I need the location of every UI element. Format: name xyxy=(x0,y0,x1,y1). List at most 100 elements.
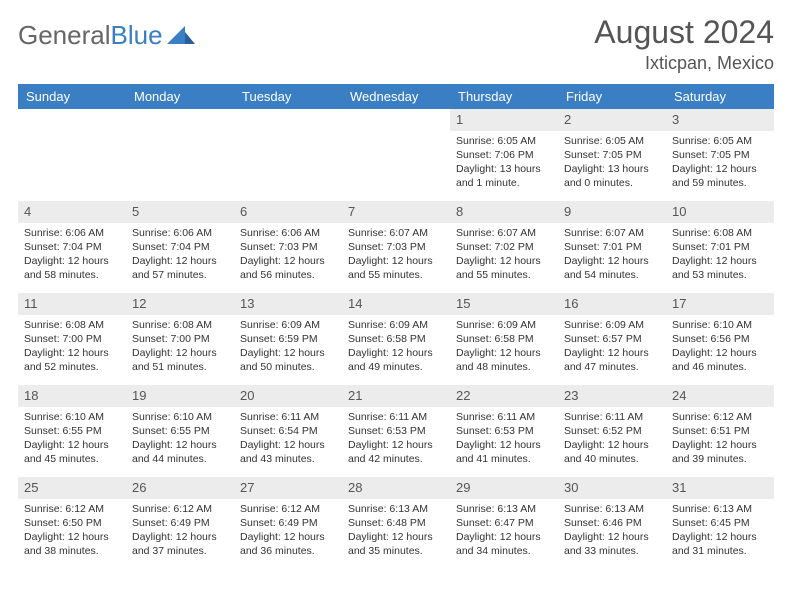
daylight-text: Daylight: 12 hours and 55 minutes. xyxy=(348,254,444,282)
calendar-day-cell: 18Sunrise: 6:10 AMSunset: 6:55 PMDayligh… xyxy=(18,385,126,477)
sunset-text: Sunset: 6:45 PM xyxy=(672,516,768,530)
sunset-text: Sunset: 6:49 PM xyxy=(132,516,228,530)
sunset-text: Sunset: 6:52 PM xyxy=(564,424,660,438)
day-details: Sunrise: 6:06 AMSunset: 7:04 PMDaylight:… xyxy=(18,223,126,287)
daylight-text: Daylight: 12 hours and 37 minutes. xyxy=(132,530,228,558)
sunrise-text: Sunrise: 6:06 AM xyxy=(240,226,336,240)
sunset-text: Sunset: 7:00 PM xyxy=(132,332,228,346)
sunset-text: Sunset: 7:00 PM xyxy=(24,332,120,346)
daylight-text: Daylight: 13 hours and 0 minutes. xyxy=(564,162,660,190)
sunset-text: Sunset: 7:05 PM xyxy=(564,148,660,162)
sunset-text: Sunset: 6:58 PM xyxy=(348,332,444,346)
sunrise-text: Sunrise: 6:11 AM xyxy=(564,410,660,424)
sunset-text: Sunset: 6:55 PM xyxy=(24,424,120,438)
daylight-text: Daylight: 12 hours and 33 minutes. xyxy=(564,530,660,558)
calendar-week-row: 18Sunrise: 6:10 AMSunset: 6:55 PMDayligh… xyxy=(18,385,774,477)
day-number: 14 xyxy=(342,293,450,315)
day-number: 3 xyxy=(666,109,774,131)
daylight-text: Daylight: 12 hours and 39 minutes. xyxy=(672,438,768,466)
day-number: 23 xyxy=(558,385,666,407)
day-number: 20 xyxy=(234,385,342,407)
calendar-day-cell: 6Sunrise: 6:06 AMSunset: 7:03 PMDaylight… xyxy=(234,201,342,293)
day-header-sunday: Sunday xyxy=(18,84,126,109)
sunrise-text: Sunrise: 6:09 AM xyxy=(456,318,552,332)
calendar-day-cell: 21Sunrise: 6:11 AMSunset: 6:53 PMDayligh… xyxy=(342,385,450,477)
daylight-text: Daylight: 12 hours and 58 minutes. xyxy=(24,254,120,282)
calendar-day-cell: 20Sunrise: 6:11 AMSunset: 6:54 PMDayligh… xyxy=(234,385,342,477)
day-number: 1 xyxy=(450,109,558,131)
day-details: Sunrise: 6:07 AMSunset: 7:02 PMDaylight:… xyxy=(450,223,558,287)
calendar-week-row: ....1Sunrise: 6:05 AMSunset: 7:06 PMDayl… xyxy=(18,109,774,201)
day-number: 10 xyxy=(666,201,774,223)
day-details: Sunrise: 6:12 AMSunset: 6:50 PMDaylight:… xyxy=(18,499,126,563)
day-number: 2 xyxy=(558,109,666,131)
day-details: Sunrise: 6:08 AMSunset: 7:01 PMDaylight:… xyxy=(666,223,774,287)
calendar-day-cell: 12Sunrise: 6:08 AMSunset: 7:00 PMDayligh… xyxy=(126,293,234,385)
sunset-text: Sunset: 6:54 PM xyxy=(240,424,336,438)
day-details: Sunrise: 6:08 AMSunset: 7:00 PMDaylight:… xyxy=(18,315,126,379)
day-number: 25 xyxy=(18,477,126,499)
daylight-text: Daylight: 12 hours and 56 minutes. xyxy=(240,254,336,282)
sunset-text: Sunset: 6:50 PM xyxy=(24,516,120,530)
day-header-row: Sunday Monday Tuesday Wednesday Thursday… xyxy=(18,84,774,109)
day-number: 11 xyxy=(18,293,126,315)
logo: General Blue xyxy=(18,20,197,51)
calendar-week-row: 25Sunrise: 6:12 AMSunset: 6:50 PMDayligh… xyxy=(18,477,774,569)
day-details: Sunrise: 6:13 AMSunset: 6:47 PMDaylight:… xyxy=(450,499,558,563)
day-details: Sunrise: 6:12 AMSunset: 6:51 PMDaylight:… xyxy=(666,407,774,471)
calendar-day-cell: 13Sunrise: 6:09 AMSunset: 6:59 PMDayligh… xyxy=(234,293,342,385)
sunrise-text: Sunrise: 6:09 AM xyxy=(240,318,336,332)
day-number: 6 xyxy=(234,201,342,223)
calendar-day-cell: . xyxy=(234,109,342,201)
calendar-day-cell: 2 Sunrise: 6:05 AMSunset: 7:05 PMDaylight… xyxy=(558,109,666,201)
calendar-table: Sunday Monday Tuesday Wednesday Thursday… xyxy=(18,84,774,569)
sunrise-text: Sunrise: 6:05 AM xyxy=(564,134,660,148)
day-number: 24 xyxy=(666,385,774,407)
day-details: Sunrise: 6:09 AMSunset: 6:57 PMDaylight:… xyxy=(558,315,666,379)
day-details: Sunrise: 6:09 AMSunset: 6:58 PMDaylight:… xyxy=(342,315,450,379)
day-number: 21 xyxy=(342,385,450,407)
sunrise-text: Sunrise: 6:07 AM xyxy=(564,226,660,240)
day-details: Sunrise: 6:06 AMSunset: 7:03 PMDaylight:… xyxy=(234,223,342,287)
daylight-text: Daylight: 13 hours and 1 minute. xyxy=(456,162,552,190)
sunrise-text: Sunrise: 6:10 AM xyxy=(24,410,120,424)
daylight-text: Daylight: 12 hours and 53 minutes. xyxy=(672,254,768,282)
sunrise-text: Sunrise: 6:08 AM xyxy=(132,318,228,332)
sunrise-text: Sunrise: 6:09 AM xyxy=(564,318,660,332)
calendar-day-cell: 23Sunrise: 6:11 AMSunset: 6:52 PMDayligh… xyxy=(558,385,666,477)
sunset-text: Sunset: 6:48 PM xyxy=(348,516,444,530)
calendar-day-cell: 4Sunrise: 6:06 AMSunset: 7:04 PMDaylight… xyxy=(18,201,126,293)
sunrise-text: Sunrise: 6:07 AM xyxy=(456,226,552,240)
day-number: 30 xyxy=(558,477,666,499)
day-details: Sunrise: 6:10 AMSunset: 6:56 PMDaylight:… xyxy=(666,315,774,379)
sunset-text: Sunset: 7:06 PM xyxy=(456,148,552,162)
day-details: Sunrise: 6:05 AMSunset: 7:06 PMDaylight:… xyxy=(450,131,558,195)
day-number: 8 xyxy=(450,201,558,223)
calendar-day-cell: 25Sunrise: 6:12 AMSunset: 6:50 PMDayligh… xyxy=(18,477,126,569)
day-details: Sunrise: 6:10 AMSunset: 6:55 PMDaylight:… xyxy=(126,407,234,471)
daylight-text: Daylight: 12 hours and 49 minutes. xyxy=(348,346,444,374)
daylight-text: Daylight: 12 hours and 41 minutes. xyxy=(456,438,552,466)
daylight-text: Daylight: 12 hours and 50 minutes. xyxy=(240,346,336,374)
daylight-text: Daylight: 12 hours and 42 minutes. xyxy=(348,438,444,466)
daylight-text: Daylight: 12 hours and 48 minutes. xyxy=(456,346,552,374)
sunset-text: Sunset: 7:03 PM xyxy=(240,240,336,254)
month-title: August 2024 xyxy=(594,14,774,51)
calendar-day-cell: 11Sunrise: 6:08 AMSunset: 7:00 PMDayligh… xyxy=(18,293,126,385)
day-details: Sunrise: 6:11 AMSunset: 6:52 PMDaylight:… xyxy=(558,407,666,471)
daylight-text: Daylight: 12 hours and 45 minutes. xyxy=(24,438,120,466)
sunrise-text: Sunrise: 6:13 AM xyxy=(564,502,660,516)
day-details: Sunrise: 6:11 AMSunset: 6:54 PMDaylight:… xyxy=(234,407,342,471)
day-number: 5 xyxy=(126,201,234,223)
calendar-day-cell: 9Sunrise: 6:07 AMSunset: 7:01 PMDaylight… xyxy=(558,201,666,293)
calendar-day-cell: 15Sunrise: 6:09 AMSunset: 6:58 PMDayligh… xyxy=(450,293,558,385)
day-details: Sunrise: 6:11 AMSunset: 6:53 PMDaylight:… xyxy=(450,407,558,471)
sunset-text: Sunset: 7:04 PM xyxy=(24,240,120,254)
sunset-text: Sunset: 6:57 PM xyxy=(564,332,660,346)
daylight-text: Daylight: 12 hours and 43 minutes. xyxy=(240,438,336,466)
day-number: 15 xyxy=(450,293,558,315)
day-header-saturday: Saturday xyxy=(666,84,774,109)
day-header-thursday: Thursday xyxy=(450,84,558,109)
calendar-day-cell: 27Sunrise: 6:12 AMSunset: 6:49 PMDayligh… xyxy=(234,477,342,569)
sunrise-text: Sunrise: 6:11 AM xyxy=(240,410,336,424)
